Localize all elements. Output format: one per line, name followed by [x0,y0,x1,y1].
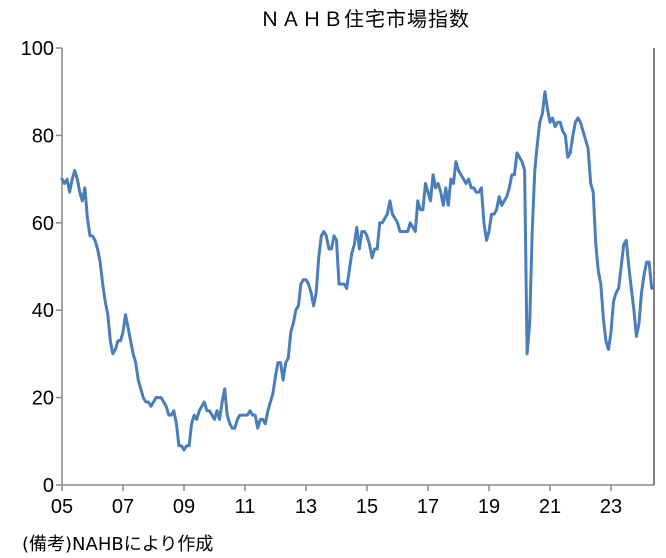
x-tick-label: 05 [51,496,73,518]
x-tick-label: 17 [417,496,439,518]
x-tick-label: 11 [235,496,256,518]
y-tick-label: 80 [32,125,54,147]
y-tick-label: 100 [21,38,54,60]
x-tick-label: 13 [295,496,317,518]
chart-title: ＮＡＨＢ住宅市場指数 [260,7,470,31]
x-tick-label: 09 [173,496,195,518]
series-line-0 [60,90,654,452]
x-tick-label: 21 [539,496,561,518]
y-tick-label: 20 [32,388,54,410]
source-note: (備考)NAHBにより作成 [22,534,213,555]
y-tick-label: 60 [32,213,54,235]
x-tick-label: 19 [478,496,500,518]
y-tick-label: 40 [32,300,54,322]
y-tick-label: 0 [43,475,54,497]
x-tick-label: 15 [356,496,378,518]
x-tick-label: 07 [112,496,134,518]
x-tick-label: 23 [600,496,622,518]
